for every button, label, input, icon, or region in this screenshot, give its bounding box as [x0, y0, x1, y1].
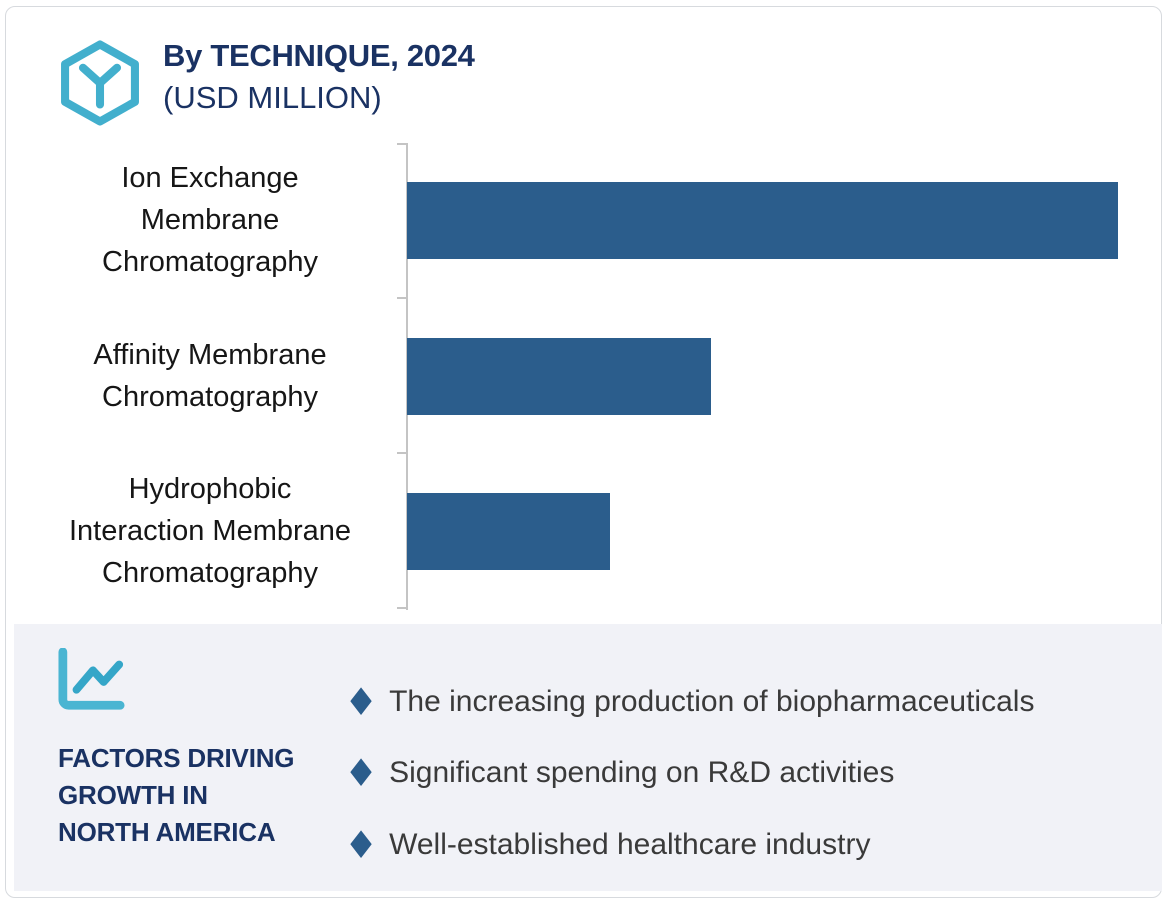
chart-title-block: By TECHNIQUE, 2024 (USD MILLION)	[163, 37, 475, 116]
axis-tick	[397, 143, 407, 145]
line-chart-icon	[58, 648, 125, 710]
axis-tick	[397, 607, 407, 609]
category-label: Affinity Membrane Chromatography	[93, 339, 327, 413]
axis-tick	[397, 297, 407, 299]
factors-heading: FACTORS DRIVING GROWTH IN NORTH AMERICA	[58, 743, 295, 847]
category-label: Ion Exchange Membrane Chromatography	[102, 162, 318, 278]
diamond-bullet-icon: ♦	[344, 751, 379, 795]
diamond-bullet-icon: ♦	[344, 823, 379, 867]
axis-tick	[397, 452, 407, 454]
bullet-text: Significant spending on R&D activities	[389, 756, 895, 789]
bullet-item: ♦ The increasing production of biopharmac…	[344, 680, 1034, 724]
chart-subtitle: (USD MILLION)	[163, 80, 382, 115]
diamond-bullet-icon: ♦	[344, 680, 379, 724]
category-axis-line	[406, 143, 408, 610]
bar-3	[407, 492, 610, 570]
chart-title: By TECHNIQUE, 2024	[163, 38, 475, 73]
category-label: Hydrophobic Interaction Membrane Chromat…	[68, 473, 352, 589]
hexagon-y-logo-icon	[61, 40, 139, 126]
bullet-text: The increasing production of biopharmace…	[389, 685, 1035, 718]
bullet-text: Well-established healthcare industry	[389, 828, 871, 861]
factors-panel: FACTORS DRIVING GROWTH IN NORTH AMERICA …	[14, 624, 1162, 891]
bar-2	[407, 337, 711, 415]
bullet-item: ♦ Significant spending on R&D activities	[344, 751, 894, 795]
bar-1	[407, 181, 1118, 259]
bullet-item: ♦ Well-established healthcare industry	[344, 823, 870, 867]
